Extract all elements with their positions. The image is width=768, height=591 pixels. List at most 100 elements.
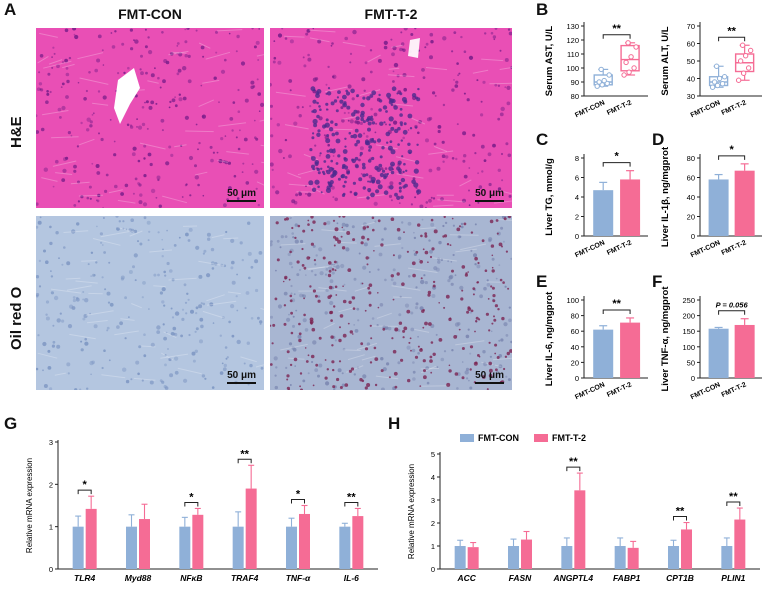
- bar: [627, 547, 639, 569]
- x-tick-label: CPT1B: [666, 573, 694, 583]
- significance-bracket: [344, 501, 359, 507]
- bar: [614, 546, 626, 569]
- significance-label: **: [729, 491, 738, 503]
- oil-red-image-fmt-t2: 50 μm: [270, 216, 512, 390]
- x-tick-label: FMT-CON: [574, 381, 606, 401]
- data-point: [621, 72, 627, 78]
- bar: [708, 179, 729, 236]
- scale-bar: 50 μm: [227, 370, 256, 384]
- y-tick-label: 80: [571, 312, 579, 321]
- significance-label: **: [612, 298, 621, 310]
- significance-bracket: [718, 310, 746, 315]
- significance-bracket: [77, 489, 92, 495]
- y-tick-label: 2: [49, 480, 53, 489]
- data-point: [714, 82, 721, 89]
- y-tick-label: 1: [431, 542, 435, 551]
- chart-liver-il6: Liver IL-6, ng/mgprot 0 20 40 60 80 100 FMT-CON…: [544, 291, 648, 401]
- significance-label: **: [612, 23, 621, 35]
- x-tick-label: FMT-CON: [690, 239, 722, 259]
- panel-d-label: D: [652, 130, 665, 149]
- scale-bar: 50 μm: [227, 188, 256, 202]
- x-tick-label: FASN: [509, 573, 533, 583]
- significance-bracket: [602, 34, 631, 39]
- y-tick-label: 100: [682, 343, 695, 352]
- y-tick-label: 40: [687, 193, 695, 202]
- data-point: [719, 81, 726, 87]
- panel-f-label: F: [652, 272, 663, 291]
- x-tick-label: FMT-T-2: [606, 239, 633, 257]
- significance-bracket: [726, 501, 741, 507]
- significance-bracket: [718, 36, 746, 42]
- chart-serum-alt: Serum ALT, U/L 30 40 50 60 70 FMT-CON FMT-T-2 **: [660, 22, 762, 119]
- y-tick-label: 0: [431, 565, 435, 574]
- data-point: [631, 65, 637, 71]
- y-axis-label: Relative mRNA expression: [407, 464, 416, 559]
- y-tick-label: 5: [431, 450, 435, 459]
- y-tick-label: 4: [431, 473, 435, 482]
- panel-c-label: C: [536, 130, 549, 149]
- x-tick-label: PLIN1: [721, 573, 745, 583]
- significance-bracket: [602, 162, 631, 167]
- y-axis-label: Liver IL-6, ng/mgprot: [544, 291, 555, 386]
- legend-label: FMT-CON: [478, 433, 519, 443]
- data-point: [601, 77, 607, 84]
- y-tick-label: 2: [575, 213, 579, 222]
- y-tick-label: 0: [691, 232, 695, 241]
- y-tick-label: 50: [687, 57, 695, 66]
- he-image-fmt-t2: 50 μm: [270, 28, 512, 208]
- chart-liver-tnfa: Liver TNF-α, ng/mgprot 0 50 100 150 200 250 FMT…: [660, 286, 762, 401]
- y-tick-label: 3: [49, 438, 53, 447]
- significance-bracket: [237, 458, 252, 464]
- y-axis-label: Liver TNF-α, ng/mgprot: [660, 286, 671, 392]
- y-tick-label: 60: [687, 174, 695, 183]
- bar: [339, 526, 351, 569]
- chart-liver-tg: Liver TG, mmol/g 0 2 4 6 8 FMT-CON FMT-T-2 *: [544, 151, 648, 259]
- bar: [681, 529, 692, 569]
- bar: [85, 508, 97, 569]
- x-tick-label: FMT-CON: [690, 99, 722, 119]
- bar: [139, 519, 150, 569]
- data-point: [742, 53, 749, 59]
- significance-label: **: [240, 448, 249, 460]
- data-point: [596, 79, 602, 85]
- x-tick-label: ANGPTL4: [552, 573, 593, 583]
- significance-label: *: [83, 479, 88, 491]
- bar: [593, 329, 614, 378]
- x-tick-label: TNF-α: [286, 573, 311, 583]
- significance-bracket: [184, 501, 199, 507]
- bar: [508, 546, 519, 569]
- x-tick-label: ACC: [456, 573, 476, 583]
- he-image-fmt-con: 50 μm: [36, 28, 264, 208]
- y-tick-label: 30: [687, 92, 695, 101]
- y-axis-label: Liver IL-1β, ng/mgprot: [660, 146, 671, 247]
- panel-e-label: E: [536, 272, 548, 291]
- data-point: [633, 44, 639, 50]
- bar: [593, 190, 614, 236]
- significance-label: *: [189, 491, 194, 503]
- y-tick-label: 4: [575, 193, 579, 202]
- y-tick-label: 250: [682, 296, 695, 305]
- data-point: [739, 42, 746, 48]
- y-axis-label: Relative mRNA expression: [25, 458, 34, 553]
- column-header-fmt-t2: FMT-T-2: [364, 6, 418, 22]
- oil-red-image-fmt-con: 50 μm: [36, 216, 264, 390]
- x-tick-label: TRAF4: [231, 573, 259, 583]
- bar: [72, 526, 84, 569]
- y-tick-label: 0: [691, 374, 695, 383]
- data-point: [745, 65, 752, 71]
- x-tick-label: NFκB: [180, 573, 202, 583]
- x-tick-label: IL-6: [344, 573, 359, 583]
- y-tick-label: 100: [566, 296, 579, 305]
- bar: [299, 513, 310, 569]
- significance-label: **: [347, 491, 356, 503]
- y-tick-label: 110: [567, 50, 579, 59]
- significance-label: *: [296, 489, 301, 501]
- data-point: [623, 59, 629, 66]
- significance-bracket: [566, 466, 581, 472]
- column-header-fmt-con: FMT-CON: [118, 6, 182, 22]
- panel-h-label: H: [388, 414, 401, 433]
- data-point: [737, 58, 744, 64]
- significance-bracket: [718, 155, 746, 160]
- data-point: [606, 72, 612, 78]
- significance-bracket: [291, 499, 305, 504]
